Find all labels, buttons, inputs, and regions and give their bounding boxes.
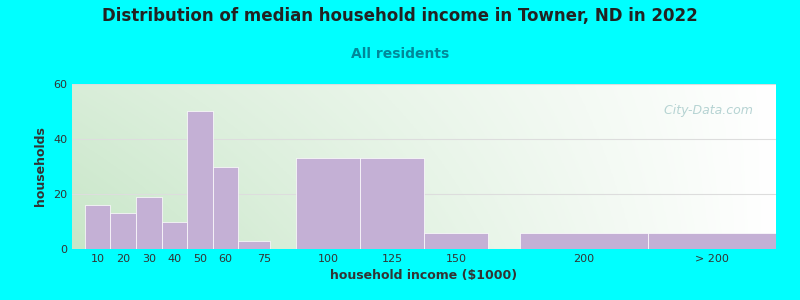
Bar (360, 158, 424, 249)
Bar (520, 232, 648, 249)
X-axis label: household income ($1000): household income ($1000) (330, 269, 518, 282)
Bar (213, 167, 238, 249)
Bar (162, 221, 187, 249)
Bar (296, 158, 360, 249)
Text: Distribution of median household income in Towner, ND in 2022: Distribution of median household income … (102, 8, 698, 26)
Bar (648, 232, 776, 249)
Bar (187, 112, 213, 249)
Y-axis label: households: households (34, 127, 47, 206)
Bar (110, 213, 136, 249)
Text: All residents: All residents (351, 46, 449, 61)
Bar (136, 197, 162, 249)
Bar (238, 241, 270, 249)
Bar (85, 205, 110, 249)
Text: City-Data.com: City-Data.com (656, 104, 753, 117)
Bar (424, 232, 488, 249)
